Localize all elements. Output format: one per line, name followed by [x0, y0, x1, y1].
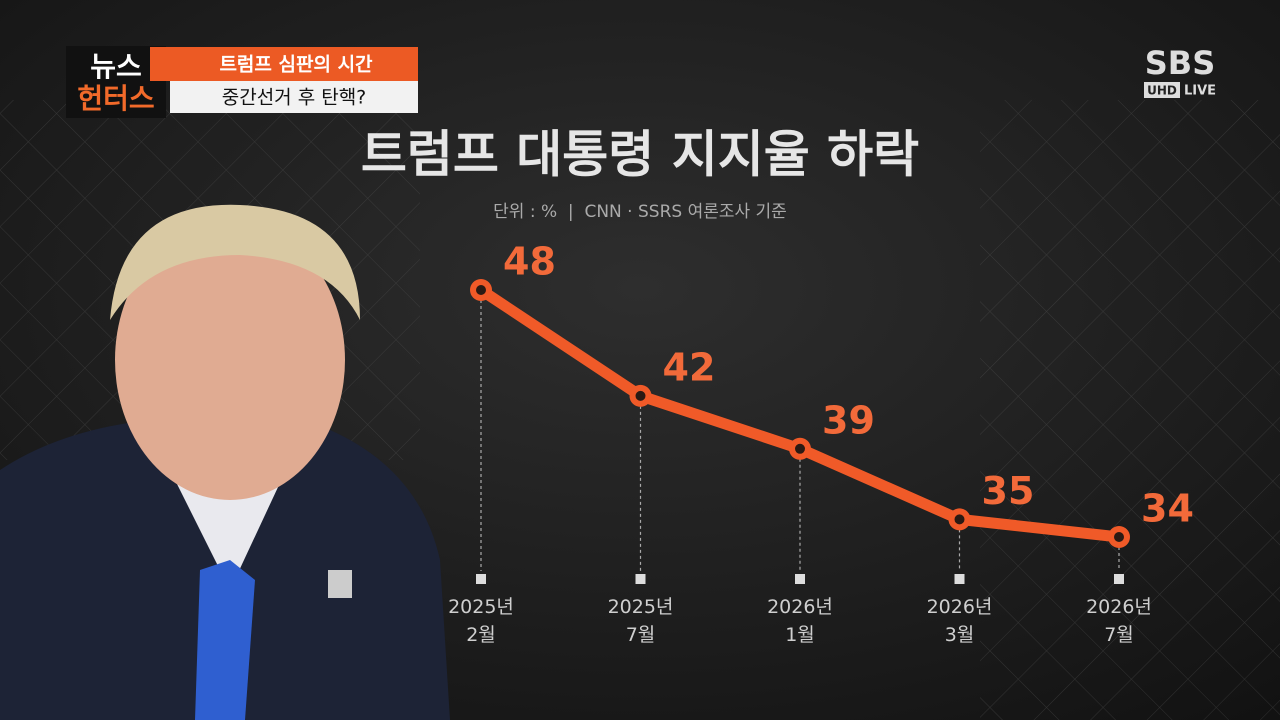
point-core [1114, 532, 1124, 542]
data-label: 48 [503, 240, 556, 284]
x-tick-label: 2026년 3월 [926, 596, 993, 646]
category-marker [476, 574, 486, 584]
live-text: LIVE [1184, 84, 1216, 99]
data-label: 42 [663, 345, 716, 389]
point-core [476, 285, 486, 295]
banner-bottom [170, 81, 418, 113]
person [0, 204, 450, 720]
x-tick-label: 2025년 2월 [448, 596, 514, 646]
point-core [635, 390, 646, 401]
x-tick-label: 2026년 7월 [1086, 596, 1152, 646]
mesh-right [980, 100, 1280, 720]
chart-subtitle: 단위 : % | CNN · SSRS 여론조사 기준 [493, 202, 787, 222]
point-core [954, 514, 965, 525]
logo-top: 뉴스 [90, 50, 142, 83]
uhd-badge [1144, 82, 1180, 98]
banner-top [150, 47, 418, 81]
logo-bottom: 헌터스 [77, 82, 154, 115]
data-label: 34 [1141, 487, 1194, 531]
sbs-logo: SBS [1145, 44, 1215, 82]
category-marker [635, 574, 646, 584]
point-core [795, 443, 805, 454]
category-marker [1114, 574, 1124, 584]
banner-subline: 중간선거 후 탄핵? [222, 87, 367, 109]
data-label: 35 [982, 469, 1035, 513]
uhd-text: UHD [1147, 84, 1177, 98]
chart-title: 트럼프 대통령 지지율 하락 [361, 126, 919, 184]
x-tick-label: 2026년 1월 [767, 596, 833, 646]
category-marker [795, 574, 805, 584]
data-label: 39 [822, 398, 875, 442]
category-marker [954, 574, 965, 584]
banner-headline: 트럼프 심판의 시간 [219, 54, 373, 76]
x-tick-label: 2025년 7월 [607, 596, 674, 646]
logo-box [66, 46, 166, 118]
